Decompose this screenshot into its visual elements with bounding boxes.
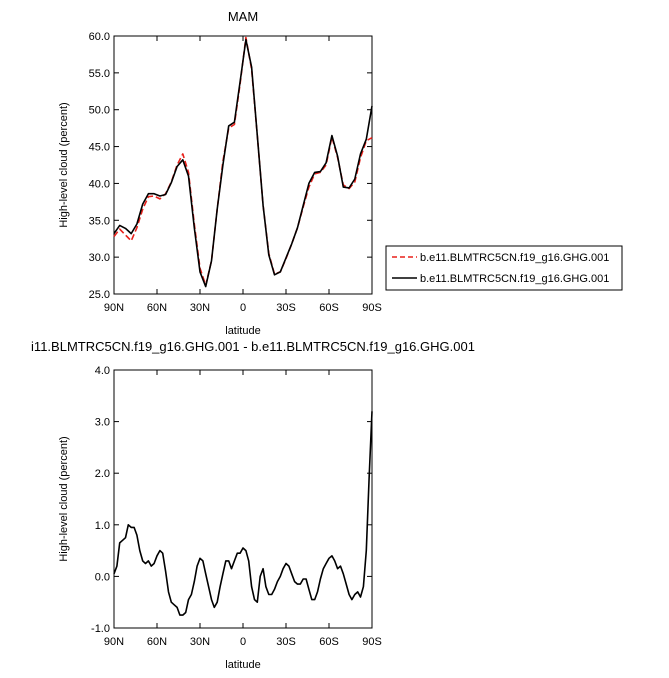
top-title: MAM [228,9,258,24]
top-y-tick-label: 35.0 [89,215,110,227]
top-x-tick-label: 90S [362,302,382,314]
bottom-x-tick-label: 90N [104,636,124,648]
bottom-series-group [113,411,373,616]
bottom-y-tick-label: 0.0 [95,571,110,583]
legend-label-red: b.e11.BLMTRC5CN.f19_g16.GHG.001 [420,252,609,264]
top-x-tick-label: 30S [276,302,296,314]
top-y-tick-label: 30.0 [89,252,110,264]
bottom-plot-frame [113,369,373,629]
top-x-tick-label: 90N [104,302,124,314]
bottom-y-tick-label: 1.0 [95,520,110,532]
bottom-x-axis-label: latitude [225,659,260,671]
top-y-tick-label: 50.0 [89,105,110,117]
bottom-y-axis: -1.0 0.0 1.0 2.0 3.0 4.0 [91,365,372,635]
top-series-line-1 [113,38,373,288]
bottom-y-tick-label: -1.0 [91,623,110,635]
bottom-x-tick-label: 0 [240,636,246,648]
bottom-y-tick-label: 4.0 [95,365,110,377]
legend: b.e11.BLMTRC5CN.f19_g16.GHG.001 b.e11.BL… [385,245,623,291]
top-x-tick-label: 60N [147,302,167,314]
top-y-axis: 25.0 30.0 35.0 40.0 45.0 50.0 55.0 60.0 [89,31,372,301]
top-plot-frame [113,35,373,295]
bottom-x-tick-label: 90S [362,636,382,648]
bottom-panel: i11.BLMTRC5CN.f19_g16.GHG.001 - b.e11.BL… [31,339,475,671]
top-y-tick-label: 60.0 [89,31,110,43]
bottom-title: i11.BLMTRC5CN.f19_g16.GHG.001 - b.e11.BL… [31,339,475,354]
bottom-y-tick-label: 3.0 [95,417,110,429]
legend-box [385,245,623,291]
bottom-x-tick-label: 30N [190,636,210,648]
bottom-x-tick-label: 60N [147,636,167,648]
bottom-x-axis: 90N 60N 30N 0 30S 60S 90S [104,370,382,648]
top-y-tick-label: 25.0 [89,289,110,301]
top-x-tick-label: 60S [319,302,339,314]
top-y-axis-label: High-level cloud (percent) [58,102,70,227]
top-x-tick-label: 0 [240,302,246,314]
bottom-x-tick-label: 60S [319,636,339,648]
top-y-tick-label: 40.0 [89,178,110,190]
top-x-tick-label: 30N [190,302,210,314]
bottom-x-tick-label: 30S [276,636,296,648]
bottom-y-tick-label: 2.0 [95,468,110,480]
top-x-axis: 90N 60N 30N 0 30S 60S 90S [104,36,382,314]
top-x-axis-label: latitude [225,325,260,337]
top-y-tick-label: 45.0 [89,142,110,154]
legend-label-black: b.e11.BLMTRC5CN.f19_g16.GHG.001 [420,273,609,285]
top-panel: MAM 25.0 30.0 35.0 40.0 45.0 50.0 55.0 60.0 90N… [58,9,623,337]
top-series-line-0 [113,36,373,287]
top-series-group [113,36,373,288]
top-y-tick-label: 55.0 [89,68,110,80]
bottom-y-axis-label: High-level cloud (percent) [58,436,70,561]
bottom-series-line-0 [113,411,373,616]
